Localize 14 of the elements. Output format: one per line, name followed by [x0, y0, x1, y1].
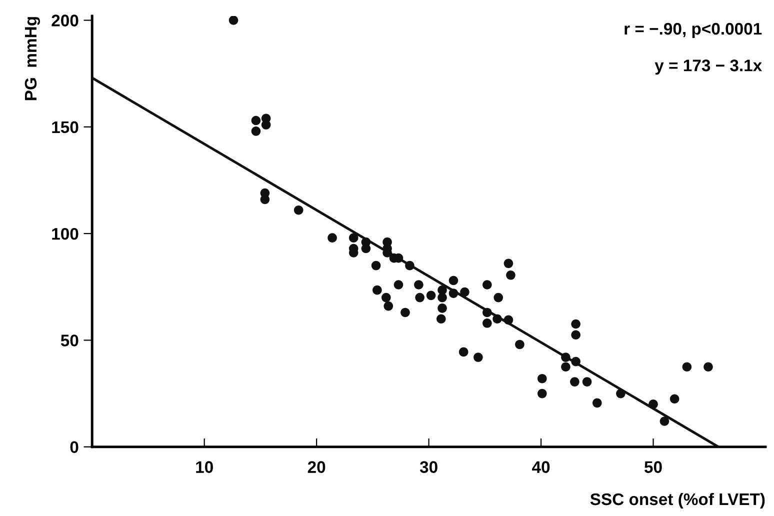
y-tick-label: 200 — [52, 14, 78, 26]
x-tick-label: 40 — [532, 461, 550, 473]
y-tick-label: 150 — [52, 121, 78, 134]
annotation: r = −.90, p<0.0001 — [624, 22, 762, 38]
x-axis-title: SSC onset (%of LVET) — [590, 492, 765, 508]
x-tick-label: 30 — [420, 461, 438, 474]
x-tick-label: 50 — [644, 461, 662, 473]
x-tick-label: 20 — [308, 461, 326, 473]
x-tick-label: 10 — [196, 461, 213, 473]
y-tick-label: 0 — [70, 441, 78, 454]
annotation: y = 173 − 3.1x — [654, 60, 762, 75]
y-axis-title: PG mmHg — [24, 17, 40, 100]
y-tick-label: 100 — [52, 228, 78, 240]
y-tick-label: 50 — [60, 334, 78, 346]
